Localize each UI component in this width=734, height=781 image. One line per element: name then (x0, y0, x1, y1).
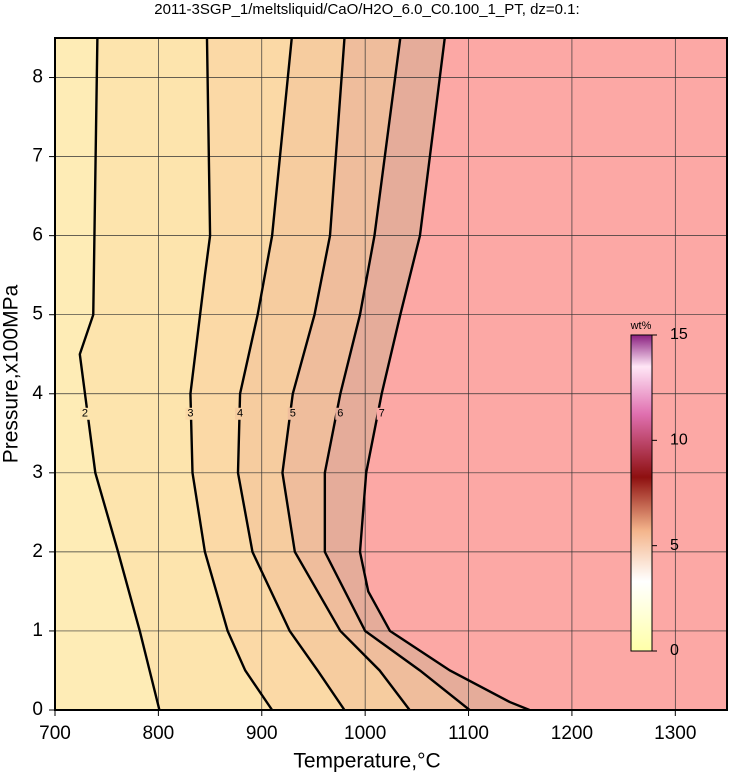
contour-label: 6 (337, 408, 343, 420)
x-tick-label: 1100 (448, 723, 489, 744)
contour-label-bg (235, 407, 246, 420)
x-axis-label: Temperature,°C (293, 750, 440, 773)
colorbar-tick-label: 5 (670, 537, 679, 554)
contour-label-bg (185, 407, 196, 420)
contour-line (323, 38, 471, 710)
plot-area (55, 38, 727, 710)
x-tick-label: 800 (143, 723, 175, 744)
contour-label: 3 (187, 408, 193, 420)
chart-title: 2011-3SGP_1/meltsliquid/CaO/H2O_6.0_C0.1… (154, 1, 579, 18)
y-tick-label: 1 (32, 620, 43, 641)
contour-label-bg (79, 407, 90, 420)
contour-line (236, 38, 346, 710)
x-tick-label: 900 (246, 723, 278, 744)
contour-label: 2 (82, 408, 88, 420)
contour-label: 4 (237, 408, 243, 420)
contour-line (189, 38, 274, 710)
y-tick-label: 5 (32, 304, 43, 325)
y-tick-label: 0 (32, 699, 43, 720)
colorbar (630, 334, 653, 652)
x-tick-label: 700 (39, 723, 71, 744)
plot-frame (54, 37, 728, 711)
x-tick-label: 1000 (344, 723, 386, 744)
y-tick-label: 2 (32, 541, 43, 562)
y-tick-label: 8 (32, 67, 43, 88)
contour-line (78, 38, 161, 710)
colorbar-tick-label: 0 (670, 642, 679, 659)
contour-label-bg (376, 407, 387, 420)
x-tick-label: 1200 (551, 723, 593, 744)
contour-label: 5 (290, 408, 296, 420)
contour-label: 7 (379, 408, 385, 420)
contour-label-bg (287, 407, 298, 420)
y-tick-label: 3 (32, 462, 43, 483)
colorbar-tick-label: 15 (670, 326, 688, 343)
x-tick-label: 1300 (654, 723, 696, 744)
colorbar-label: wt% (630, 320, 652, 332)
overlay: 2 3 4 5 6 7 (79, 407, 387, 420)
y-tick-label: 7 (32, 146, 43, 167)
y-tick-label: 6 (32, 225, 43, 246)
y-axis-label: Pressure,x100MPa (0, 284, 23, 463)
colorbar-tick-label: 10 (670, 432, 688, 449)
contour-label-bg (335, 407, 346, 420)
contour-line (281, 38, 411, 710)
contour-line (358, 38, 530, 710)
y-tick-label: 4 (32, 383, 43, 404)
